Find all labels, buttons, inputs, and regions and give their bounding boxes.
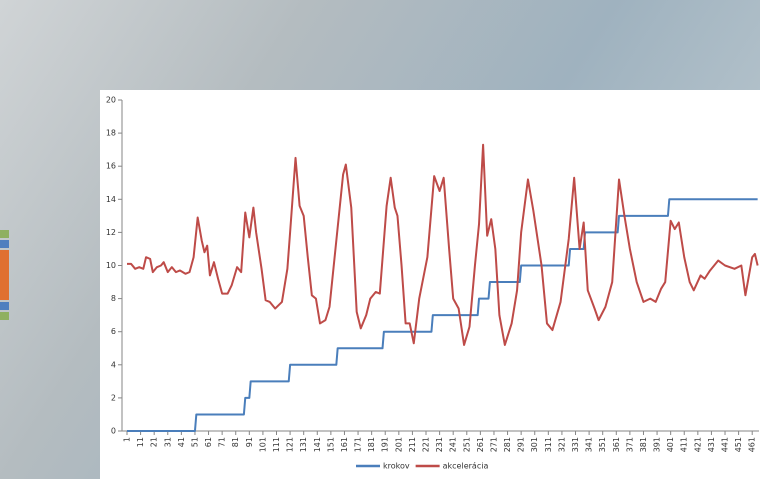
- x-tick-label: 251: [462, 437, 471, 452]
- x-tick-label: 171: [354, 437, 363, 452]
- x-tick-label: 371: [625, 437, 634, 452]
- legend-label: akcelerácia: [443, 462, 489, 471]
- x-tick-label: 51: [190, 437, 199, 447]
- x-tick-label: 261: [476, 437, 485, 452]
- x-tick-label: 301: [530, 437, 539, 452]
- x-tick-label: 271: [489, 437, 498, 452]
- y-tick-label: 12: [106, 228, 116, 237]
- x-tick-label: 11: [136, 437, 145, 447]
- x-tick-label: 221: [422, 437, 431, 452]
- x-tick-label: 281: [503, 437, 512, 452]
- x-tick-label: 101: [258, 437, 267, 452]
- y-tick-label: 2: [111, 393, 116, 402]
- y-tick-label: 4: [111, 360, 116, 369]
- screen: 0246810121416182011121314151617181911011…: [0, 0, 760, 479]
- y-tick-label: 0: [111, 427, 116, 436]
- side-strip: [0, 312, 9, 320]
- x-tick-label: 401: [666, 437, 675, 452]
- x-tick-label: 411: [680, 437, 689, 452]
- x-tick-label: 381: [639, 437, 648, 452]
- x-tick-label: 1: [123, 437, 132, 442]
- x-tick-label: 191: [381, 437, 390, 452]
- x-tick-label: 201: [394, 437, 403, 452]
- x-tick-label: 81: [231, 437, 240, 447]
- x-tick-label: 341: [585, 437, 594, 452]
- x-tick-label: 151: [326, 437, 335, 452]
- x-tick-label: 441: [721, 437, 730, 452]
- x-tick-label: 231: [435, 437, 444, 452]
- side-strip: [0, 302, 9, 310]
- chart-panel: [100, 90, 760, 479]
- x-tick-label: 321: [557, 437, 566, 452]
- x-tick-label: 241: [449, 437, 458, 452]
- side-strip: [0, 240, 9, 248]
- y-tick-label: 14: [106, 195, 116, 204]
- x-tick-label: 351: [598, 437, 607, 452]
- x-tick-label: 91: [245, 437, 254, 447]
- x-tick-label: 71: [218, 437, 227, 447]
- x-tick-label: 461: [748, 437, 757, 452]
- y-tick-label: 18: [106, 129, 116, 138]
- side-strip: [0, 230, 9, 238]
- x-tick-label: 21: [150, 437, 159, 447]
- x-tick-label: 121: [286, 437, 295, 452]
- y-tick-label: 6: [111, 327, 116, 336]
- x-tick-label: 161: [340, 437, 349, 452]
- x-tick-label: 131: [299, 437, 308, 452]
- x-tick-label: 291: [517, 437, 526, 452]
- x-tick-label: 211: [408, 437, 417, 452]
- y-tick-label: 8: [111, 294, 116, 303]
- x-tick-label: 141: [313, 437, 322, 452]
- x-tick-label: 361: [612, 437, 621, 452]
- x-tick-label: 311: [544, 437, 553, 452]
- x-tick-label: 451: [734, 437, 743, 452]
- x-tick-label: 61: [204, 437, 213, 447]
- x-tick-label: 431: [707, 437, 716, 452]
- legend-label: krokov: [383, 462, 410, 471]
- y-tick-label: 16: [106, 162, 116, 171]
- side-strip: [0, 250, 9, 300]
- x-tick-label: 111: [272, 437, 281, 452]
- y-tick-label: 20: [106, 96, 116, 105]
- x-tick-label: 421: [693, 437, 702, 452]
- x-tick-label: 41: [177, 437, 186, 447]
- y-tick-label: 10: [106, 261, 116, 270]
- x-tick-label: 31: [163, 437, 172, 447]
- x-tick-label: 181: [367, 437, 376, 452]
- x-tick-label: 391: [653, 437, 662, 452]
- x-tick-label: 331: [571, 437, 580, 452]
